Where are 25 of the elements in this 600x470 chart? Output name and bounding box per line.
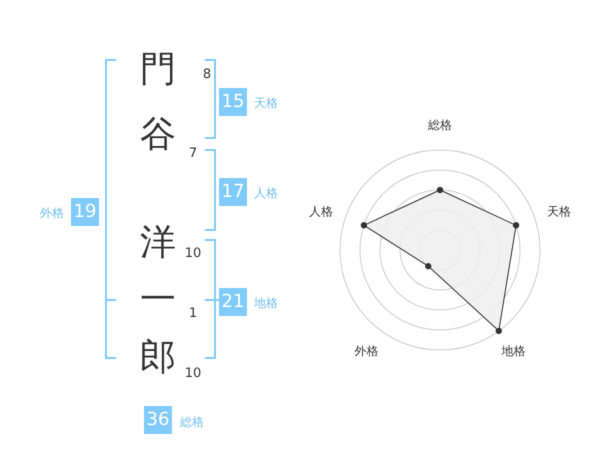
spoke-label: 総格 [427, 118, 452, 132]
text: 洋 [140, 222, 176, 263]
text: 人格 [254, 186, 278, 200]
text: 天格 [254, 96, 278, 110]
text: 1 [188, 306, 198, 321]
text: 総格 [179, 415, 204, 429]
text: 19 [74, 201, 96, 222]
text: 8 [202, 67, 212, 82]
text: 郎 [140, 337, 176, 378]
text: 外格 [40, 206, 64, 220]
text: 地格 [253, 296, 278, 310]
text: 門 [140, 49, 176, 90]
spoke-label: 地格 [500, 344, 526, 358]
text: 10 [184, 246, 202, 261]
text: 15 [222, 91, 244, 112]
spoke-label: 天格 [546, 204, 571, 218]
spoke-label: 人格 [309, 204, 334, 218]
text: 一 [140, 279, 176, 320]
text: 36 [146, 409, 170, 430]
text: 7 [188, 146, 198, 161]
text: 17 [222, 181, 244, 202]
text: 10 [184, 366, 202, 381]
text: 谷 [140, 114, 176, 155]
spoke-label: 外格 [354, 344, 379, 358]
text: 21 [222, 291, 244, 312]
